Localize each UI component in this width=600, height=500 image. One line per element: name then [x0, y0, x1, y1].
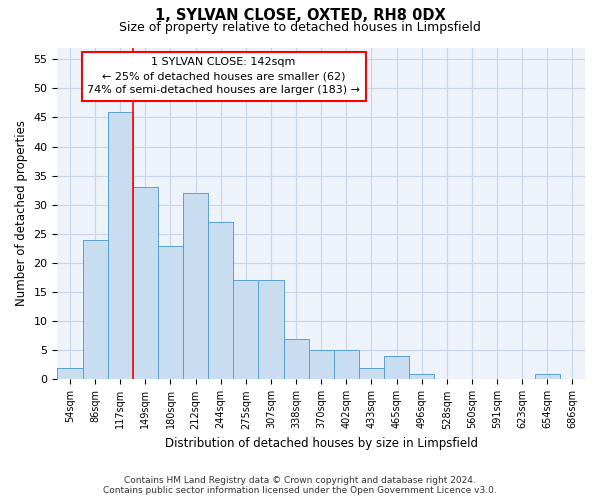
Bar: [535, 374, 560, 380]
Bar: [384, 356, 409, 380]
Bar: [133, 188, 158, 380]
Bar: [359, 368, 384, 380]
Bar: [158, 246, 183, 380]
X-axis label: Distribution of detached houses by size in Limpsfield: Distribution of detached houses by size …: [165, 437, 478, 450]
Bar: [284, 338, 308, 380]
Text: 1, SYLVAN CLOSE, OXTED, RH8 0DX: 1, SYLVAN CLOSE, OXTED, RH8 0DX: [155, 8, 445, 22]
Text: Size of property relative to detached houses in Limpsfield: Size of property relative to detached ho…: [119, 21, 481, 34]
Text: 1 SYLVAN CLOSE: 142sqm  
← 25% of detached houses are smaller (62)
74% of semi-d: 1 SYLVAN CLOSE: 142sqm ← 25% of detached…: [87, 58, 360, 96]
Text: Contains HM Land Registry data © Crown copyright and database right 2024.
Contai: Contains HM Land Registry data © Crown c…: [103, 476, 497, 495]
Bar: [233, 280, 259, 380]
Bar: [334, 350, 359, 380]
Bar: [208, 222, 233, 380]
Bar: [83, 240, 107, 380]
Bar: [409, 374, 434, 380]
Bar: [259, 280, 284, 380]
Bar: [58, 368, 83, 380]
Bar: [107, 112, 133, 380]
Y-axis label: Number of detached properties: Number of detached properties: [15, 120, 28, 306]
Bar: [308, 350, 334, 380]
Bar: [183, 193, 208, 380]
